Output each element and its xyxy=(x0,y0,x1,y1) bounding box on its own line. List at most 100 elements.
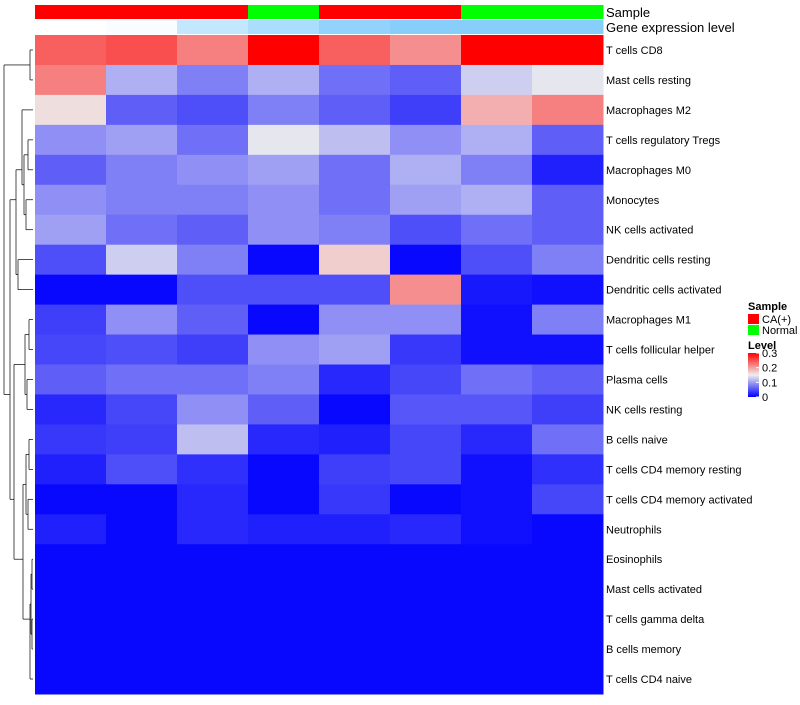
heatmap-cell xyxy=(106,394,178,425)
heatmap-cell xyxy=(390,544,462,575)
heatmap-cell xyxy=(106,274,178,306)
heatmap-cell xyxy=(390,334,462,365)
heatmap-cell xyxy=(319,664,391,695)
heatmap-cell xyxy=(35,634,107,665)
legend-swatch-normal xyxy=(748,325,759,335)
heatmap-cell xyxy=(35,424,107,455)
heatmap-cell xyxy=(532,604,604,635)
heatmap-cell xyxy=(532,574,604,605)
heatmap-cell xyxy=(319,544,391,575)
heatmap-cell xyxy=(106,94,178,126)
heatmap-cell xyxy=(390,35,462,66)
gene-expression-annotation-cell xyxy=(248,20,320,34)
heatmap-cell xyxy=(461,514,533,545)
gene-expression-annotation-bar xyxy=(35,20,604,34)
heatmap-cell xyxy=(532,664,604,695)
heatmap-cell xyxy=(35,35,107,66)
heatmap-cell xyxy=(177,544,249,575)
heatmap-cell xyxy=(177,454,249,485)
heatmap-cell xyxy=(461,35,533,66)
legend-tick-label: 0 xyxy=(762,392,768,404)
heatmap-cell xyxy=(390,394,462,425)
heatmap-cell xyxy=(461,634,533,665)
heatmap-cell xyxy=(177,604,249,635)
sample-annotation-cell xyxy=(35,5,107,19)
row-label: Plasma cells xyxy=(606,374,668,386)
heatmap-cell xyxy=(106,214,178,246)
heatmap-cell xyxy=(177,394,249,425)
heatmap-cell xyxy=(319,154,391,186)
heatmap-cell xyxy=(532,154,604,186)
heatmap-cell xyxy=(319,94,391,126)
legend-tick-label: 0.2 xyxy=(762,363,777,375)
heatmap-cell xyxy=(461,664,533,695)
heatmap-cell xyxy=(461,364,533,395)
row-label: B cells naive xyxy=(606,434,668,446)
row-label: T cells regulatory Tregs xyxy=(606,135,721,147)
heatmap-cell xyxy=(177,514,249,545)
heatmap-cell xyxy=(177,304,249,336)
heatmap-cell xyxy=(106,124,178,156)
heatmap-cell xyxy=(532,634,604,665)
row-label: Macrophages M2 xyxy=(606,105,691,117)
sample-annotation-cell xyxy=(461,5,533,19)
row-label: B cells memory xyxy=(606,644,682,656)
heatmap-cell xyxy=(532,94,604,126)
sample-annotation-cell xyxy=(532,5,604,19)
heatmap-cell xyxy=(319,304,391,336)
gene-expression-annotation-cell xyxy=(390,20,462,34)
heatmap-cell xyxy=(248,574,320,605)
heatmap-cell xyxy=(177,664,249,695)
heatmap-cell xyxy=(461,574,533,605)
legend-swatch-ca xyxy=(748,314,759,324)
heatmap-cell xyxy=(319,334,391,365)
sample-annotation-cell xyxy=(390,5,462,19)
heatmap-cell xyxy=(35,64,107,96)
heatmap-cell xyxy=(106,604,178,635)
heatmap-cell xyxy=(532,124,604,156)
heatmap-cell xyxy=(177,274,249,306)
sample-annotation-cell xyxy=(177,5,249,19)
heatmap-cell xyxy=(390,124,462,156)
heatmap-cell xyxy=(106,574,178,605)
heatmap-cell xyxy=(106,334,178,365)
heatmap-cell xyxy=(390,214,462,246)
row-label: Mast cells activated xyxy=(606,584,702,596)
heatmap-cell xyxy=(390,154,462,186)
heatmap-cell xyxy=(532,394,604,425)
heatmap-cell xyxy=(461,604,533,635)
heatmap-cell xyxy=(532,214,604,246)
heatmap-cell xyxy=(248,244,320,276)
heatmap-cell xyxy=(177,484,249,515)
heatmap-cell xyxy=(319,514,391,545)
heatmap-cell xyxy=(319,604,391,635)
row-label: T cells CD4 memory resting xyxy=(606,464,742,476)
row-label: Neutrophils xyxy=(606,524,662,536)
sample-annotation-bar xyxy=(35,5,604,19)
row-label: Macrophages M1 xyxy=(606,315,691,327)
row-label: NK cells resting xyxy=(606,404,682,416)
legend-colorbar-ticks: 0.3 0.2 0.1 0 xyxy=(756,348,777,404)
heatmap-cell xyxy=(461,94,533,126)
heatmap-cell xyxy=(319,424,391,455)
heatmap-cell xyxy=(177,334,249,365)
heatmap-cell xyxy=(177,574,249,605)
heatmap-cell xyxy=(319,634,391,665)
heatmap-cell xyxy=(461,124,533,156)
legend-label-normal: Normal xyxy=(762,325,797,337)
heatmap-cell xyxy=(248,634,320,665)
heatmap-cell xyxy=(319,124,391,156)
heatmap-cell xyxy=(177,424,249,455)
heatmap-cell xyxy=(532,544,604,575)
heatmap-cell xyxy=(177,244,249,276)
heatmap-cell xyxy=(390,244,462,276)
heatmap-cell xyxy=(106,35,178,66)
heatmap-cell xyxy=(319,214,391,246)
heatmap-cell xyxy=(532,484,604,515)
legend-tick-label: 0.3 xyxy=(762,348,777,360)
row-dendrogram xyxy=(3,49,33,680)
heatmap-cell xyxy=(532,514,604,545)
row-labels: T cells CD8 Mast cells resting Macrophages… xyxy=(606,45,753,686)
heatmap-cell xyxy=(461,184,533,216)
sample-annotation-cell xyxy=(319,5,391,19)
